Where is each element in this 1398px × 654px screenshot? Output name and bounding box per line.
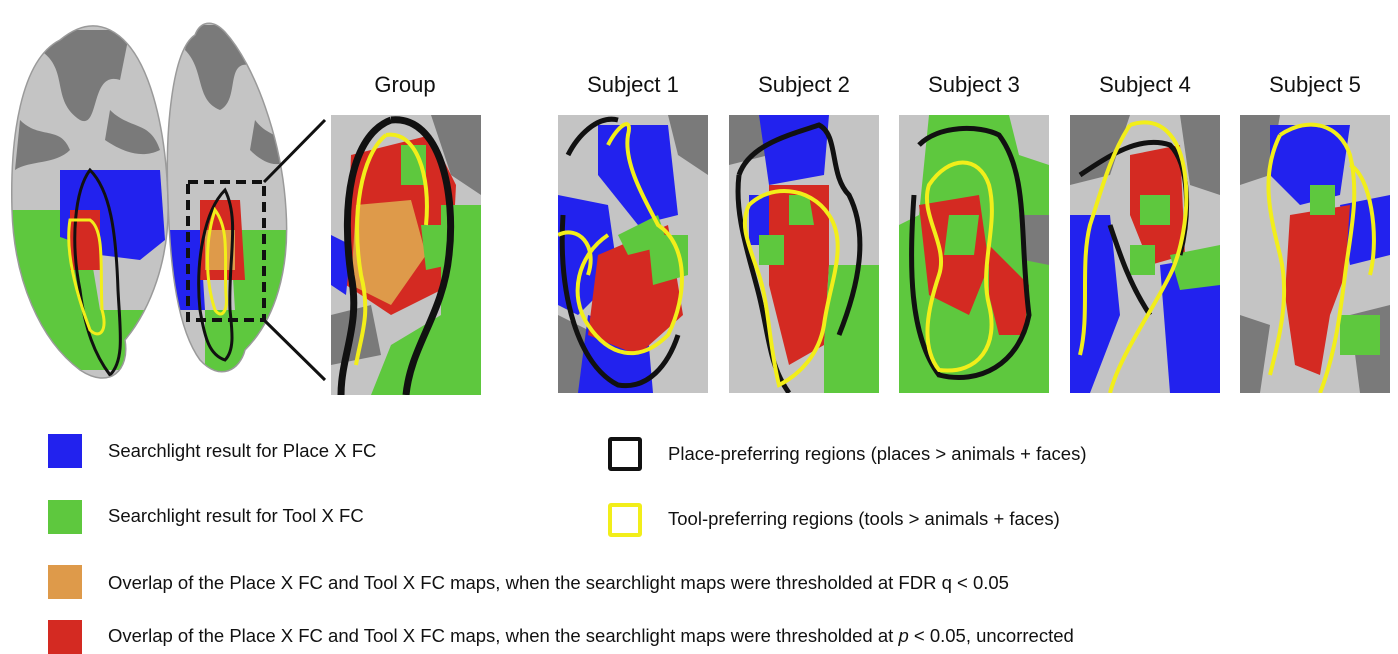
place-regions-label: Place-preferring regions (places > anima… bbox=[668, 443, 1087, 464]
subject-3-panel bbox=[899, 115, 1049, 393]
overlap-unc-suffix: < 0.05, uncorrected bbox=[908, 625, 1074, 646]
subject-5-title: Subject 5 bbox=[1269, 72, 1361, 97]
group-title: Group bbox=[374, 72, 436, 97]
subject-2-panel bbox=[729, 115, 879, 393]
group-panel bbox=[331, 115, 481, 395]
place-fc-label: Searchlight result for Place X FC bbox=[108, 440, 377, 461]
left-hemisphere bbox=[11, 25, 169, 379]
overlap-unc-prefix: Overlap of the Place X FC and Tool X FC … bbox=[108, 625, 899, 646]
subject-1-panel bbox=[558, 115, 708, 393]
overlap-unc-swatch bbox=[48, 620, 82, 654]
overlap-fdr-label: Overlap of the Place X FC and Tool X FC … bbox=[108, 572, 1009, 593]
subject-2-title: Subject 2 bbox=[758, 72, 850, 97]
tool-regions-swatch bbox=[608, 503, 642, 537]
subject-1-title: Subject 1 bbox=[587, 72, 679, 97]
subject-3-title: Subject 3 bbox=[928, 72, 1020, 97]
brain-surfaces bbox=[11, 22, 327, 382]
tool-regions-label: Tool-preferring regions (tools > animals… bbox=[668, 508, 1060, 529]
overlap-unc-label: Overlap of the Place X FC and Tool X FC … bbox=[108, 625, 1074, 647]
place-fc-swatch bbox=[48, 434, 82, 468]
overlap-fdr-swatch bbox=[48, 565, 82, 599]
place-regions-swatch bbox=[608, 437, 642, 471]
tool-fc-swatch bbox=[48, 500, 82, 534]
zoom-connector-top bbox=[262, 118, 327, 184]
subject-4-title: Subject 4 bbox=[1099, 72, 1191, 97]
overlap-unc-p: p bbox=[898, 625, 909, 646]
tool-fc-label: Searchlight result for Tool X FC bbox=[108, 505, 364, 526]
subject-5-panel bbox=[1240, 115, 1390, 393]
zoom-connector-bottom bbox=[262, 318, 327, 382]
zoom-box bbox=[186, 180, 266, 322]
subject-4-panel bbox=[1070, 115, 1220, 393]
